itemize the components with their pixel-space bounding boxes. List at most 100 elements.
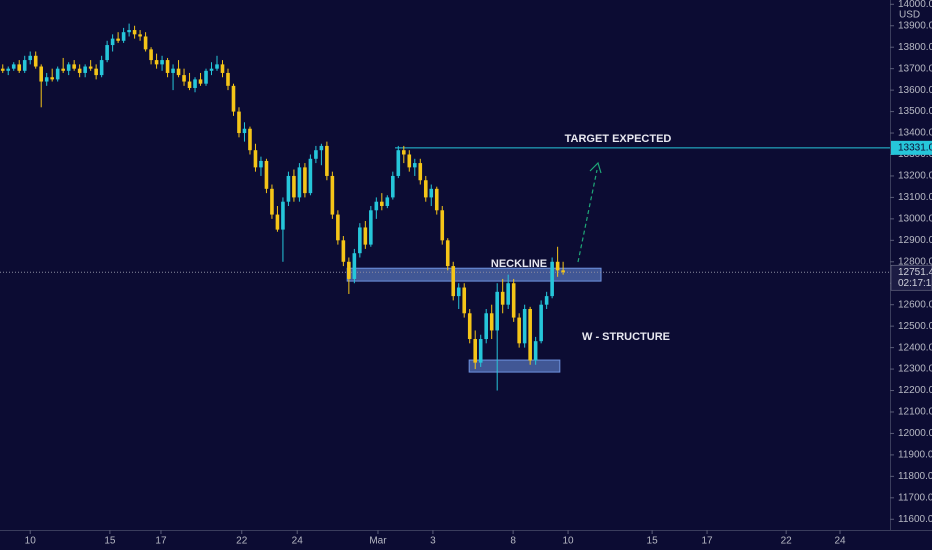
y-tick-label: 12000.0	[898, 428, 932, 439]
candle-body	[160, 60, 164, 65]
candle-body	[484, 313, 489, 340]
candle-body	[270, 188, 274, 215]
candle-body	[149, 49, 153, 61]
price-zone	[468, 359, 561, 373]
candle-body	[61, 68, 65, 71]
candle-body	[297, 167, 302, 198]
candle-body	[358, 227, 362, 254]
annotation: TARGET EXPECTED	[565, 133, 672, 145]
candle-body	[193, 79, 197, 88]
candle-body	[407, 154, 412, 168]
y-tick-label: 13600.0	[898, 85, 932, 96]
candle-body	[66, 64, 71, 71]
candle-body	[489, 313, 494, 331]
x-tick-label: 15	[647, 536, 659, 547]
candle-body	[248, 128, 252, 151]
candle-body	[105, 45, 109, 61]
candle-body	[28, 55, 33, 61]
candle-body	[303, 167, 307, 194]
candle-body	[423, 180, 428, 198]
candle-body	[72, 64, 76, 69]
candle-body	[204, 70, 208, 84]
candle-body	[445, 240, 450, 267]
y-tick-label: 11800.0	[898, 471, 932, 482]
candle-body	[237, 111, 241, 134]
candle-body	[440, 210, 445, 241]
y-tick-label: 11600.0	[898, 514, 932, 525]
y-tick-label: 13100.0	[898, 192, 932, 203]
candle-body	[22, 60, 27, 71]
x-tick-label: 10	[25, 536, 37, 547]
candle-body	[330, 175, 335, 215]
candle-body	[369, 210, 373, 245]
candle-body	[478, 339, 483, 363]
candle-body	[39, 66, 44, 82]
candle-body	[77, 68, 82, 73]
candle-body	[176, 68, 181, 76]
currency-label: USD	[899, 10, 920, 21]
candle-body	[116, 38, 120, 41]
candle-body	[347, 261, 351, 279]
y-tick-label: 12600.0	[898, 299, 932, 310]
last-price-label: 12751.4	[898, 267, 932, 278]
candle-body	[231, 85, 236, 112]
candle-body	[533, 341, 538, 361]
candle-body	[495, 291, 499, 331]
candle-body	[314, 150, 318, 159]
y-tick-label: 13200.0	[898, 171, 932, 182]
candle-body	[506, 283, 510, 305]
candle-body	[226, 72, 230, 86]
candle-body	[165, 60, 170, 73]
candle-body	[429, 188, 434, 198]
candle-body	[132, 30, 137, 35]
candle-body	[511, 283, 516, 318]
candle-body	[500, 291, 505, 305]
candle-body	[275, 214, 280, 230]
x-tick-label: 10	[562, 536, 574, 547]
candle-body	[55, 68, 60, 80]
candle-body	[539, 304, 543, 342]
candle-body	[138, 34, 142, 37]
annotation: NECKLINE	[491, 258, 547, 270]
y-tick-label: 11900.0	[898, 450, 932, 461]
candle-body	[522, 308, 527, 344]
y-tick-label: 12100.0	[898, 407, 932, 418]
candle-body	[550, 261, 554, 297]
candle-body	[286, 175, 291, 202]
candle-body	[292, 175, 296, 198]
candle-body	[528, 308, 532, 361]
candle-body	[0, 68, 5, 71]
candle-body	[44, 77, 49, 82]
candle-body	[451, 266, 456, 297]
candle-body	[33, 55, 38, 67]
candle-body	[374, 201, 379, 211]
candle-body	[6, 68, 11, 71]
x-tick-label: 17	[155, 536, 167, 547]
candle-body	[99, 60, 104, 76]
y-tick-label: 13400.0	[898, 128, 932, 139]
candle-body	[380, 201, 384, 206]
candle-body	[259, 160, 263, 168]
arrow-head	[589, 161, 602, 174]
candle-body	[11, 64, 16, 69]
candle-body	[352, 253, 357, 279]
candle-body	[544, 296, 549, 305]
candle-body	[401, 150, 406, 155]
candle-body	[215, 64, 219, 69]
y-tick-label: 13900.0	[898, 20, 932, 31]
y-tick-label: 13800.0	[898, 42, 932, 53]
candle-body	[462, 287, 467, 314]
x-tick-label: 24	[292, 536, 304, 547]
candle-body	[242, 128, 247, 134]
candle-body	[418, 163, 423, 181]
x-tick-label: Mar	[369, 536, 387, 547]
y-tick-label: 14000.0	[898, 0, 932, 10]
x-tick-label: 17	[701, 536, 713, 547]
candle-body	[456, 287, 461, 297]
candle-body	[182, 75, 186, 82]
candle-body	[94, 68, 98, 76]
candle-body	[467, 313, 472, 340]
candle-body	[341, 240, 346, 262]
candle-body	[385, 197, 390, 206]
